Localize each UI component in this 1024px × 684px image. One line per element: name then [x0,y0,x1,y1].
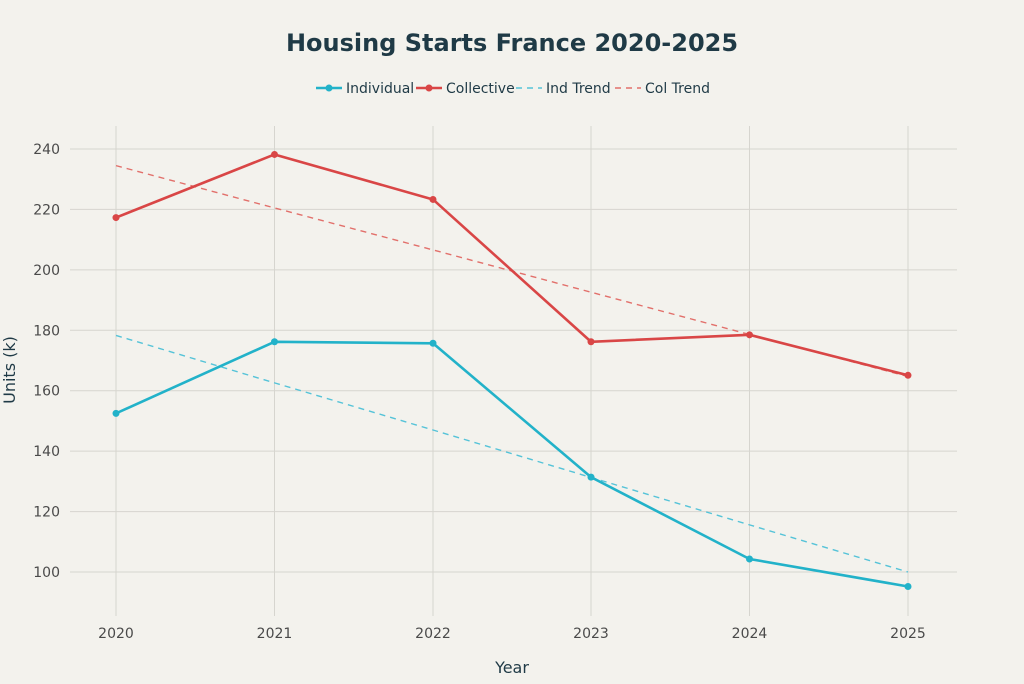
y-tick-label: 140 [33,444,60,460]
y-tick-label: 100 [33,565,60,581]
data-point-collective [271,150,278,158]
legend-marker [425,84,433,92]
x-axis-title: Year [494,658,529,677]
x-tick-label: 2020 [98,626,134,642]
legend-marker [325,84,333,92]
legend-item-ind-trend: Ind Trend [516,81,611,97]
y-tick-label: 220 [33,202,60,218]
y-tick-label: 240 [33,142,60,158]
y-axis-ticks: 100 120 140 160 180 200 220 240 [33,142,60,581]
legend-item-collective: Collective [416,81,515,97]
y-axis-title: Units (k) [0,336,19,404]
series-group [112,150,912,591]
legend-label: Ind Trend [546,81,611,97]
x-tick-label: 2024 [732,626,768,642]
data-point-collective [746,331,753,339]
data-point-individual [904,583,912,591]
y-tick-label: 160 [33,384,60,400]
y-tick-label: 200 [33,263,60,279]
y-tick-label: 120 [33,505,60,521]
x-tick-label: 2023 [573,626,609,642]
x-tick-label: 2021 [257,626,293,642]
legend-item-col-trend: Col Trend [615,81,710,97]
x-axis-ticks: 2020 2021 2022 2023 2024 2025 [98,626,926,642]
grid [70,126,957,616]
data-point-individual [112,409,120,417]
legend-label: Collective [446,81,515,97]
x-tick-label: 2022 [415,626,451,642]
data-point-individual [429,339,437,347]
data-point-collective [587,338,595,346]
legend-item-individual: Individual [316,81,414,97]
series-line-individual [115,340,909,588]
data-point-individual [271,338,278,346]
x-tick-label: 2025 [890,626,926,642]
data-point-individual [587,473,595,481]
data-point-individual [746,555,753,563]
data-point-collective [429,195,437,203]
legend-label: Col Trend [645,81,710,97]
series-line-collective [115,153,909,377]
data-point-collective [904,371,912,379]
y-tick-label: 180 [33,323,60,339]
legend-label: Individual [346,81,414,97]
data-point-collective [112,214,120,222]
series-line-ind-trend [115,334,909,573]
legend: Individual Collective Ind Trend Col Trend [316,81,710,97]
chart-title: Housing Starts France 2020-2025 [286,29,738,57]
